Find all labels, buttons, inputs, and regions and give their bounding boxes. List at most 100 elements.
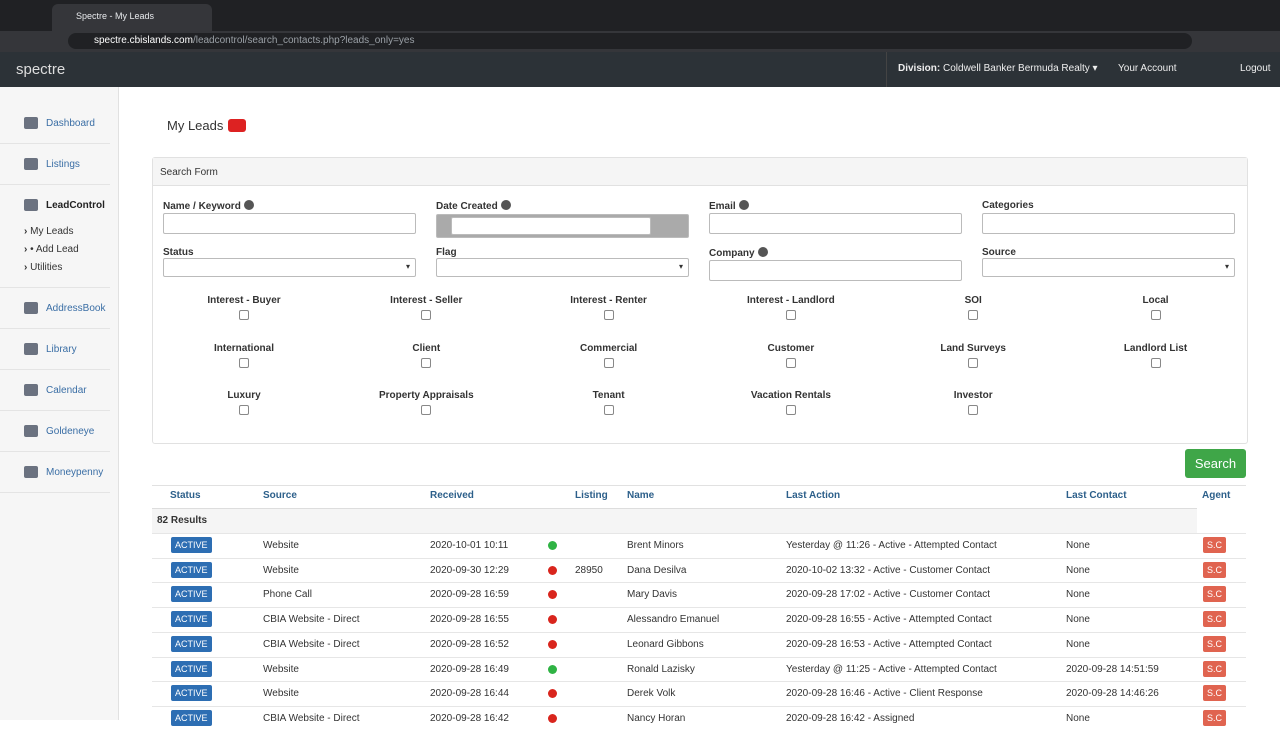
table-row[interactable] <box>152 607 1246 632</box>
sidebar-item[interactable] <box>0 185 110 288</box>
sidebar-icon <box>24 384 38 396</box>
sidebar-label[interactable]: Library <box>46 344 77 355</box>
select-input[interactable] <box>163 258 416 277</box>
sidebar-label[interactable]: Calendar <box>46 385 87 396</box>
brand[interactable]: spectre <box>16 61 66 78</box>
lead-name[interactable]: Nancy Horan <box>627 712 686 724</box>
checkbox-label: Client <box>412 342 441 354</box>
table-row[interactable] <box>152 681 1246 706</box>
column-header[interactable]: Agent <box>1202 490 1231 501</box>
checkbox[interactable] <box>968 357 979 368</box>
status-dot <box>548 615 557 625</box>
sidebar-icon <box>24 199 38 211</box>
sidebar-item[interactable] <box>0 411 110 452</box>
checkbox[interactable] <box>968 405 979 415</box>
lead-source: Website <box>263 564 299 576</box>
checkbox[interactable] <box>239 310 249 320</box>
checkbox[interactable] <box>785 310 796 320</box>
header-rule <box>152 485 1246 486</box>
text-input[interactable] <box>709 260 962 281</box>
table-row[interactable] <box>152 656 1246 682</box>
division[interactable]: Division: Coldwell Banker Bermuda Realty… <box>898 63 1098 74</box>
checkbox[interactable] <box>785 357 796 368</box>
sidebar-item[interactable] <box>0 103 110 144</box>
sidebar-subitem[interactable]: › Utilities <box>24 262 63 273</box>
sidebar-subitem[interactable]: › My Leads <box>24 226 74 237</box>
table-row[interactable] <box>152 557 1246 583</box>
checkbox[interactable] <box>603 310 614 320</box>
sidebar-item[interactable] <box>0 329 110 370</box>
date-input[interactable] <box>451 217 651 235</box>
agent-badge: S.C <box>1203 660 1227 677</box>
column-header[interactable]: Source <box>263 490 297 501</box>
sidebar-label[interactable]: LeadControl <box>46 200 105 211</box>
sidebar-label[interactable]: Moneypenny <box>46 467 104 478</box>
checkbox[interactable] <box>239 405 249 415</box>
checkbox[interactable] <box>785 405 796 415</box>
column-header[interactable]: Name <box>627 490 655 501</box>
last-action: 2020-09-28 16:53 - Active - Attempted Co… <box>786 638 992 650</box>
checkbox[interactable] <box>421 405 432 415</box>
table-row[interactable] <box>152 582 1246 607</box>
logout-link[interactable]: Logout <box>1240 63 1271 74</box>
search-button[interactable]: Search <box>1185 449 1246 478</box>
last-action: 2020-09-28 16:55 - Active - Attempted Co… <box>786 614 992 626</box>
lead-name[interactable]: Mary Davis <box>627 589 678 601</box>
sidebar-label[interactable]: Listings <box>46 159 80 170</box>
select-caret: ▾ <box>679 262 684 271</box>
table-row[interactable] <box>152 533 1246 558</box>
checkbox[interactable] <box>421 357 432 368</box>
sidebar-label[interactable]: Dashboard <box>46 118 95 129</box>
checkbox[interactable] <box>1150 310 1161 320</box>
sidebar-label[interactable]: AddressBook <box>46 303 106 314</box>
sidebar-item[interactable] <box>0 144 110 185</box>
column-header[interactable]: Received <box>430 490 474 501</box>
checkbox[interactable] <box>603 357 614 368</box>
column-header[interactable]: Last Action <box>786 490 841 501</box>
checkbox[interactable] <box>968 310 979 320</box>
checkbox[interactable] <box>603 405 614 415</box>
column-header[interactable]: Status <box>170 490 201 501</box>
sidebar-item[interactable] <box>0 288 110 329</box>
url-box[interactable] <box>68 33 1192 49</box>
lead-name[interactable]: Ronald Lazisky <box>627 663 695 675</box>
column-header[interactable]: Last Contact <box>1066 490 1127 501</box>
select-input[interactable] <box>982 258 1235 277</box>
checkbox[interactable] <box>1150 357 1161 368</box>
panel-header <box>153 158 1247 186</box>
lead-source: CBIA Website - Direct <box>263 712 360 724</box>
text-input[interactable] <box>982 213 1235 234</box>
lead-name[interactable]: Derek Volk <box>627 688 676 700</box>
help-icon[interactable] <box>243 200 254 210</box>
account-link[interactable]: Your Account <box>1118 63 1177 74</box>
help-icon[interactable] <box>738 200 749 210</box>
sidebar-item[interactable] <box>0 370 110 411</box>
listing[interactable]: 28950 <box>575 564 603 576</box>
lead-name[interactable]: Leonard Gibbons <box>627 638 704 650</box>
browser-tab[interactable] <box>52 4 212 31</box>
checkbox-label: Customer <box>767 342 815 354</box>
checkbox[interactable] <box>239 357 249 368</box>
sidebar-item[interactable] <box>0 452 110 493</box>
video-icon[interactable] <box>228 119 246 132</box>
help-icon[interactable] <box>757 247 768 257</box>
column-header[interactable]: Listing <box>575 490 608 501</box>
lead-name[interactable]: Alessandro Emanuel <box>627 614 720 626</box>
checkbox-label: Commercial <box>579 342 638 354</box>
agent-badge: S.C <box>1203 537 1227 553</box>
sidebar-label[interactable]: Goldeneye <box>46 426 95 437</box>
field-label: Name / Keyword <box>163 200 254 212</box>
select-caret: ▾ <box>406 262 411 271</box>
last-action: Yesterday @ 11:26 - Active - Attempted C… <box>786 540 997 551</box>
checkbox[interactable] <box>421 310 432 320</box>
text-input[interactable] <box>163 213 416 234</box>
text-input[interactable] <box>709 213 962 234</box>
received: 2020-10-01 10:11 <box>430 540 509 551</box>
lead-name[interactable]: Brent Minors <box>627 540 684 551</box>
table-row[interactable] <box>152 705 1246 731</box>
sidebar-subitem[interactable]: › • Add Lead <box>24 244 79 255</box>
lead-name[interactable]: Dana Desilva <box>627 564 687 576</box>
help-icon[interactable] <box>500 200 511 210</box>
select-input[interactable] <box>436 258 689 277</box>
table-row[interactable] <box>152 631 1246 657</box>
